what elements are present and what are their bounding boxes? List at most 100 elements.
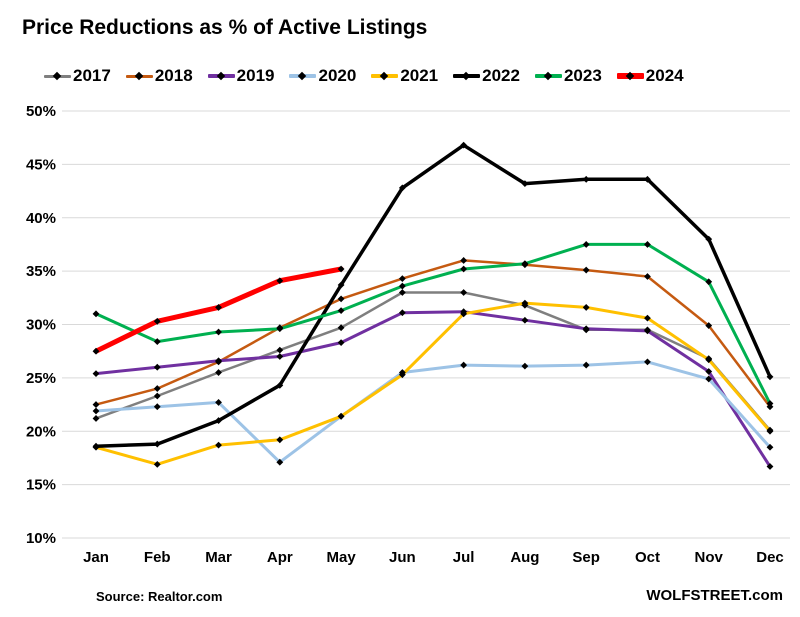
marker-2021-aug xyxy=(521,299,529,307)
marker-2019-dec xyxy=(766,463,774,470)
marker-2023-mar xyxy=(215,328,222,336)
marker-2022-aug xyxy=(521,180,529,187)
marker-2019-sep xyxy=(582,325,590,333)
x-tick-label-mar: Mar xyxy=(205,549,232,566)
marker-2023-may xyxy=(337,307,345,315)
legend-label-2017: 2017 xyxy=(73,66,111,85)
x-tick-label-dec: Dec xyxy=(756,549,784,566)
marker-2019-may xyxy=(337,339,345,347)
legend-item-2020: 2020 xyxy=(289,66,356,86)
marker-2022-may xyxy=(337,281,345,289)
x-tick-label-jun: Jun xyxy=(389,549,416,566)
legend-label-2023: 2023 xyxy=(563,66,602,85)
marker-2018-feb xyxy=(153,385,161,392)
marker-2020-dec xyxy=(766,443,774,451)
marker-2018-jun xyxy=(398,275,406,282)
marker-2021-nov xyxy=(705,356,713,364)
marker-2019-nov xyxy=(705,368,713,375)
y-tick-label-10: 10% xyxy=(26,530,56,547)
y-tick-label-15: 15% xyxy=(26,477,56,494)
x-tick-label-jul: Jul xyxy=(453,549,475,566)
marker-2018-sep xyxy=(582,266,590,274)
marker-2022-jul xyxy=(460,141,468,149)
series-line-2023 xyxy=(94,242,772,405)
y-tick-label-25: 25% xyxy=(26,370,56,387)
marker-2022-nov xyxy=(705,235,713,243)
marker-2018-jan xyxy=(92,401,100,408)
legend-label-2019: 2019 xyxy=(236,66,275,85)
y-tick-label-45: 45% xyxy=(26,156,56,173)
marker-2021-may xyxy=(337,412,345,420)
x-tick-label-feb: Feb xyxy=(144,549,171,566)
marker-2018-jul xyxy=(460,257,468,264)
legend-item-2024: 2024 xyxy=(616,66,684,86)
marker-2020-nov xyxy=(705,375,713,383)
marker-2020-aug xyxy=(521,362,529,370)
marker-2021-oct xyxy=(644,314,651,322)
marker-2020-jan xyxy=(92,407,100,415)
y-tick-label-50: 50% xyxy=(26,103,56,120)
series-line-2021 xyxy=(94,301,772,466)
marker-2022-apr xyxy=(276,381,284,389)
legend-item-2021: 2021 xyxy=(371,66,438,86)
legend-line-swatch-2024 xyxy=(616,71,644,81)
marker-2023-apr xyxy=(276,325,284,333)
marker-2019-jun xyxy=(398,309,406,317)
y-tick-label-20: 20% xyxy=(26,423,56,440)
marker-2021-apr xyxy=(276,436,284,444)
series-line-2017 xyxy=(94,291,772,432)
legend-line-swatch-2023 xyxy=(534,71,562,81)
marker-2023-jun xyxy=(398,282,406,290)
watermark: WOLFSTREET.com xyxy=(646,587,783,604)
marker-2019-oct xyxy=(644,327,651,335)
marker-2019-jan xyxy=(92,370,100,378)
x-tick-label-jan: Jan xyxy=(83,549,109,566)
marker-2023-oct xyxy=(644,241,651,248)
marker-2018-oct xyxy=(644,273,651,280)
marker-2021-jun xyxy=(398,371,406,379)
marker-2018-nov xyxy=(705,322,713,329)
chart-title: Price Reductions as % of Active Listings xyxy=(22,16,428,39)
marker-2022-feb xyxy=(153,440,161,448)
marker-2020-apr xyxy=(276,458,284,466)
legend-line-swatch-2020 xyxy=(289,71,317,81)
legend-item-2022: 2022 xyxy=(453,66,520,86)
marker-2021-sep xyxy=(582,304,590,311)
marker-2023-nov xyxy=(705,278,713,286)
marker-2021-jul xyxy=(460,310,468,318)
marker-2023-sep xyxy=(582,241,590,248)
marker-2024-jan xyxy=(92,347,100,355)
marker-2019-feb xyxy=(153,363,161,371)
marker-2017-jun xyxy=(398,289,406,296)
marker-2017-apr xyxy=(276,346,284,354)
marker-2023-jan xyxy=(92,310,100,318)
marker-2023-aug xyxy=(521,260,529,268)
marker-2021-feb xyxy=(153,460,161,468)
marker-2020-feb xyxy=(153,403,161,411)
marker-2018-may xyxy=(337,295,345,303)
legend-item-2023: 2023 xyxy=(534,66,602,86)
x-tick-label-nov: Nov xyxy=(695,549,724,566)
marker-2020-sep xyxy=(582,361,590,369)
marker-2024-may xyxy=(337,265,345,273)
legend-item-2017: 2017 xyxy=(44,66,111,86)
marker-2019-aug xyxy=(521,316,529,324)
series-line-2018 xyxy=(94,259,772,408)
marker-2020-jul xyxy=(460,361,468,369)
series-line-2019 xyxy=(94,310,772,468)
marker-2024-apr xyxy=(276,277,284,285)
legend-item-2019: 2019 xyxy=(207,66,275,86)
x-tick-label-aug: Aug xyxy=(510,549,539,566)
marker-2021-mar xyxy=(215,441,222,449)
marker-2017-jan xyxy=(92,415,100,422)
marker-2022-dec xyxy=(766,373,774,381)
legend-line-swatch-2019 xyxy=(207,71,235,81)
x-tick-label-may: May xyxy=(326,549,356,566)
legend-line-swatch-2021 xyxy=(371,71,399,81)
legend-label-2021: 2021 xyxy=(400,66,439,85)
marker-2022-jan xyxy=(92,442,100,450)
y-tick-label-30: 30% xyxy=(26,317,56,334)
legend-label-2022: 2022 xyxy=(482,66,520,85)
marker-2017-mar xyxy=(215,369,222,376)
